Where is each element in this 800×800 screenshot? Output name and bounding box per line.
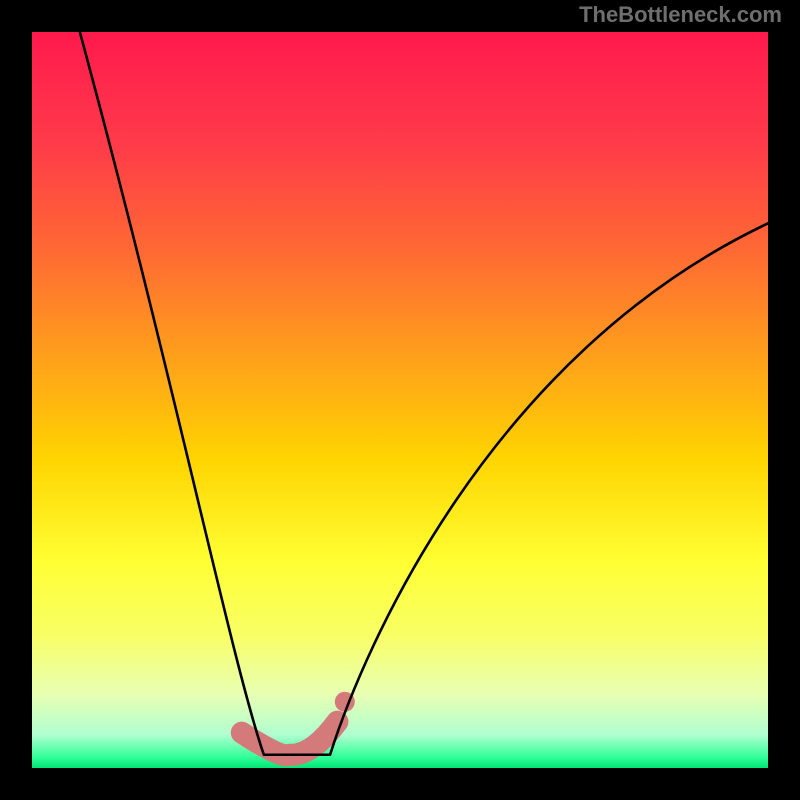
bottleneck-curve: [32, 32, 768, 768]
chart-frame: TheBottleneck.com: [0, 0, 800, 800]
plot-area: [32, 32, 768, 768]
source-attribution-label: TheBottleneck.com: [579, 2, 782, 28]
curve-line: [80, 32, 768, 755]
